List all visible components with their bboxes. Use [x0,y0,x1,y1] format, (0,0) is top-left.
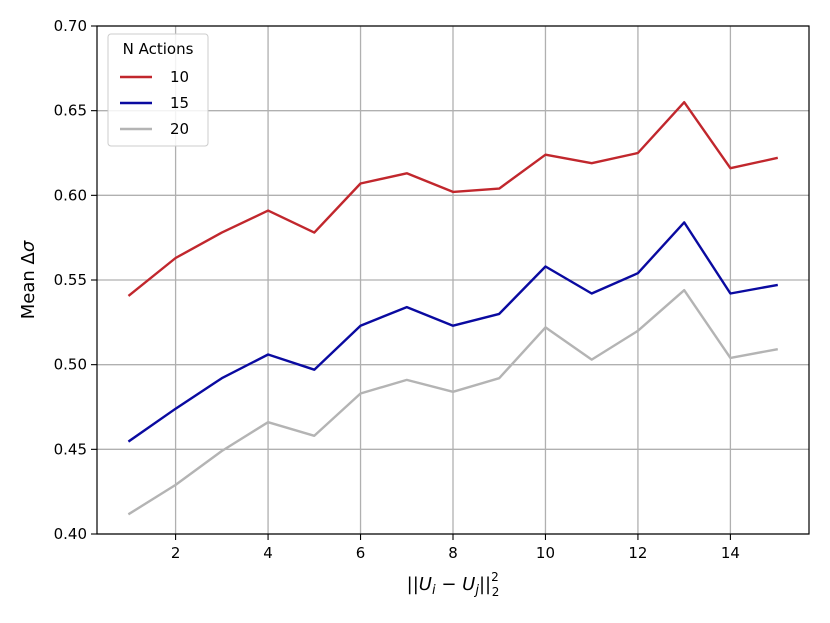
y-tick-label: 0.60 [54,186,87,204]
y-tick-label: 0.55 [54,271,87,289]
y-axis-label: Mean Δσ [18,240,39,319]
x-tick-label: 2 [171,544,181,562]
series-line-10 [127,100,779,297]
legend-box [107,33,209,147]
x-axis-ticks: 2 4 6 8 10 12 14 [171,534,740,562]
x-tick-label: 4 [263,544,273,562]
x-tick-label: 6 [356,544,366,562]
x-axis-label: ||Ui − Uj||2 2 [407,570,500,599]
y-tick-label: 0.70 [54,17,87,35]
series-line-20 [127,289,778,516]
x-tick-label: 8 [448,544,458,562]
legend-label-10: 10 [170,68,189,86]
y-tick-label: 0.45 [54,440,87,458]
x-tick-label: 14 [721,544,740,562]
legend: N Actions 10 15 20 [107,33,209,147]
y-axis-ticks: 0.40 0.45 0.50 0.55 0.60 0.65 0.70 [54,17,97,543]
series-layer [127,100,779,516]
y-tick-label: 0.40 [54,525,87,543]
y-tick-label: 0.50 [54,356,87,374]
y-tick-label: 0.65 [54,102,87,120]
legend-label-20: 20 [170,120,189,138]
legend-title: N Actions [123,40,194,58]
x-tick-label: 12 [628,544,647,562]
x-tick-label: 10 [536,544,555,562]
series-line-15 [127,221,778,443]
legend-label-15: 15 [170,94,189,112]
